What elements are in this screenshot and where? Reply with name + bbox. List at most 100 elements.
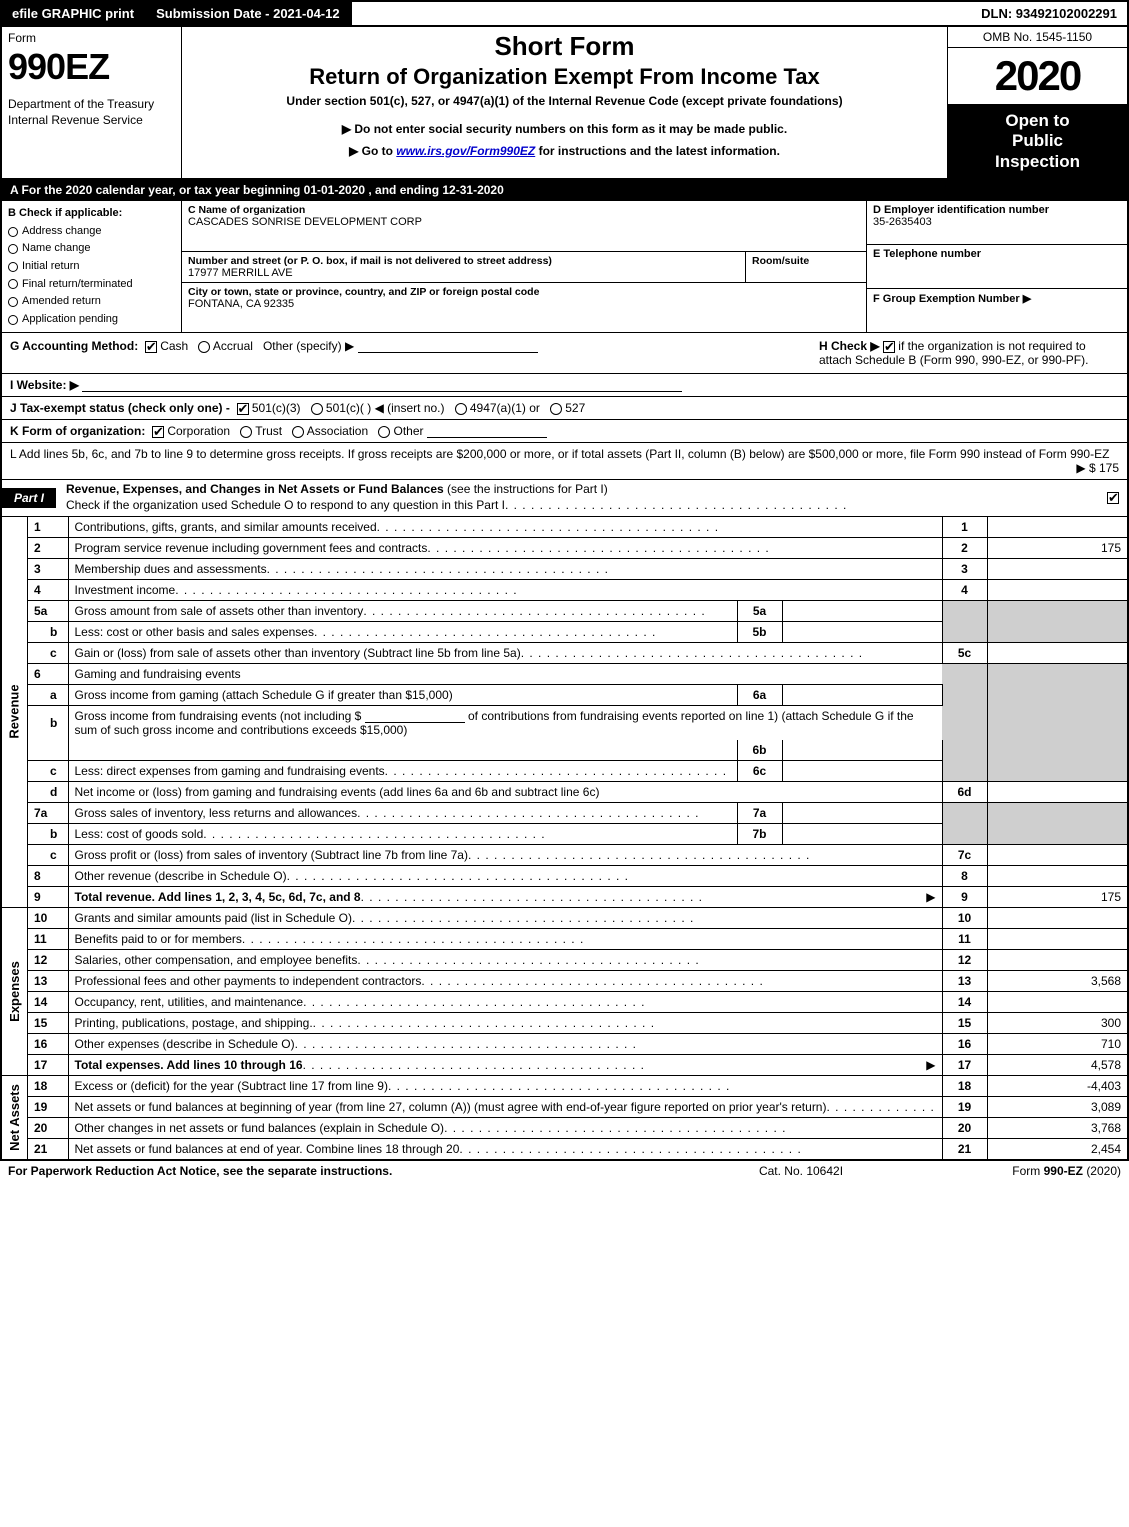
footer-form-ref: Form 990-EZ (2020) [901, 1164, 1121, 1178]
r15-desc: Printing, publications, postage, and shi… [75, 1016, 313, 1030]
open-line3: Inspection [952, 152, 1123, 172]
r4-desc: Investment income [75, 583, 176, 597]
k-other-input[interactable] [427, 424, 547, 438]
r6a-ln-grey [942, 684, 987, 705]
r6b-subval [782, 740, 942, 761]
cb-final-return[interactable]: Final return/terminated [8, 276, 175, 294]
r3-desc: Membership dues and assessments [75, 562, 267, 576]
r1-ln: 1 [942, 517, 987, 538]
r5c-num: c [28, 642, 68, 663]
chk-schedule-o-part1[interactable] [1107, 492, 1119, 504]
chk-accrual[interactable] [198, 341, 210, 353]
r15-ln: 15 [942, 1012, 987, 1033]
expenses-section: Expenses 10 Grants and similar amounts p… [2, 908, 1127, 1076]
internal-revenue: Internal Revenue Service [8, 113, 175, 129]
r19-desc: Net assets or fund balances at beginning… [75, 1100, 827, 1114]
r17-amt: 4,578 [987, 1054, 1127, 1075]
chk-cash[interactable] [145, 341, 157, 353]
chk-501c3[interactable] [237, 403, 249, 415]
goto-line: ▶ Go to www.irs.gov/Form990EZ for instru… [192, 144, 937, 158]
irs-link[interactable]: www.irs.gov/Form990EZ [396, 144, 535, 158]
other-specify-input[interactable] [358, 339, 538, 353]
r10-num: 10 [28, 908, 68, 929]
r6a-sub: 6a [737, 684, 782, 705]
chk-trust[interactable] [240, 426, 252, 438]
r3-ln: 3 [942, 558, 987, 579]
chk-4947[interactable] [455, 403, 467, 415]
chk-527[interactable] [550, 403, 562, 415]
chk-association[interactable] [292, 426, 304, 438]
chk-corporation[interactable] [152, 426, 164, 438]
r6b-amount-input[interactable] [365, 709, 465, 723]
cb-application-pending[interactable]: Application pending [8, 311, 175, 329]
cb-final-return-label: Final return/terminated [22, 276, 133, 294]
row-6d: d Net income or (loss) from gaming and f… [28, 781, 1127, 802]
omb-number: OMB No. 1545-1150 [948, 27, 1127, 48]
website-input[interactable] [82, 378, 682, 392]
r1-num: 1 [28, 517, 68, 538]
submission-date-button[interactable]: Submission Date - 2021-04-12 [146, 2, 352, 25]
r4-ln: 4 [942, 579, 987, 600]
accrual-label: Accrual [213, 339, 253, 353]
cb-amended-return[interactable]: Amended return [8, 293, 175, 311]
row-6b-sub: 6b [28, 740, 1127, 761]
row-21: 21 Net assets or fund balances at end of… [28, 1138, 1127, 1159]
r6a-desc: Gross income from gaming (attach Schedul… [75, 688, 453, 702]
r5a-num: 5a [28, 600, 68, 621]
page-footer: For Paperwork Reduction Act Notice, see … [0, 1161, 1129, 1181]
r2-desc: Program service revenue including govern… [75, 541, 428, 555]
row-18: 18 Excess or (deficit) for the year (Sub… [28, 1076, 1127, 1097]
r5a-subval [782, 600, 942, 621]
r20-ln: 20 [942, 1117, 987, 1138]
chk-501c[interactable] [311, 403, 323, 415]
r5b-subval [782, 621, 942, 642]
r7a-desc: Gross sales of inventory, less returns a… [75, 806, 358, 820]
r18-num: 18 [28, 1076, 68, 1097]
r15-num: 15 [28, 1012, 68, 1033]
row-city: City or town, state or province, country… [182, 283, 866, 333]
r2-amt: 175 [987, 537, 1127, 558]
tax-year: 2020 [948, 48, 1127, 105]
row-3: 3 Membership dues and assessments 3 [28, 558, 1127, 579]
cb-address-change[interactable]: Address change [8, 223, 175, 241]
r21-desc: Net assets or fund balances at end of ye… [75, 1142, 460, 1156]
row-12: 12 Salaries, other compensation, and emp… [28, 949, 1127, 970]
r18-amt: -4,403 [987, 1076, 1127, 1097]
r12-amt [987, 949, 1127, 970]
chk-h[interactable] [883, 341, 895, 353]
r5b-num: b [28, 621, 68, 642]
ein-value: 35-2635403 [873, 216, 1121, 228]
cb-initial-return[interactable]: Initial return [8, 258, 175, 276]
line-g-h: G Accounting Method: Cash Accrual Other … [2, 333, 1127, 374]
r5c-ln: 5c [942, 642, 987, 663]
r7c-desc: Gross profit or (loss) from sales of inv… [75, 848, 468, 862]
r6c-sub: 6c [737, 760, 782, 781]
r21-num: 21 [28, 1138, 68, 1159]
top-bar: efile GRAPHIC print Submission Date - 20… [0, 0, 1129, 27]
r7b-amt-grey [987, 823, 1127, 844]
r12-ln: 12 [942, 949, 987, 970]
address-value: 17977 MERRILL AVE [188, 267, 739, 279]
row-org-name: C Name of organization CASCADES SONRISE … [182, 201, 866, 252]
r1-desc: Contributions, gifts, grants, and simila… [75, 520, 377, 534]
block-c: C Name of organization CASCADES SONRISE … [182, 201, 867, 332]
header-left: Form 990EZ Department of the Treasury In… [2, 27, 182, 178]
sidebar-revenue: Revenue [2, 517, 28, 907]
efile-print-button[interactable]: efile GRAPHIC print [2, 2, 146, 25]
r4-amt [987, 579, 1127, 600]
r17-num: 17 [28, 1054, 68, 1075]
header-right: OMB No. 1545-1150 2020 Open to Public In… [947, 27, 1127, 178]
k-association: Association [307, 424, 368, 438]
row-5b: b Less: cost or other basis and sales ex… [28, 621, 1127, 642]
cb-name-change[interactable]: Name change [8, 240, 175, 258]
j-4947: 4947(a)(1) or [470, 401, 540, 415]
row-6c: c Less: direct expenses from gaming and … [28, 760, 1127, 781]
footer-form-word: Form [1012, 1164, 1043, 1178]
j-label: J Tax-exempt status (check only one) - [10, 401, 230, 415]
open-line1: Open to [952, 111, 1123, 131]
r5c-desc: Gain or (loss) from sale of assets other… [75, 646, 521, 660]
chk-other[interactable] [378, 426, 390, 438]
cb-application-pending-label: Application pending [22, 311, 118, 329]
r16-amt: 710 [987, 1033, 1127, 1054]
row-16: 16 Other expenses (describe in Schedule … [28, 1033, 1127, 1054]
